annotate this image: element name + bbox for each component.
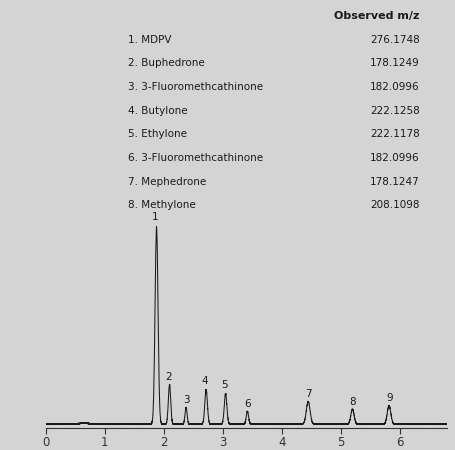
Text: 276.1748: 276.1748 — [369, 35, 419, 45]
Text: 178.1249: 178.1249 — [369, 58, 419, 68]
Text: 208.1098: 208.1098 — [369, 200, 419, 210]
Text: 4: 4 — [201, 377, 208, 387]
Text: 182.0996: 182.0996 — [369, 82, 419, 92]
Text: Observed m/z: Observed m/z — [334, 11, 419, 21]
Text: 3: 3 — [183, 395, 190, 405]
Text: 6. 3-Fluoromethcathinone: 6. 3-Fluoromethcathinone — [127, 153, 262, 163]
Text: 3. 3-Fluoromethcathinone: 3. 3-Fluoromethcathinone — [127, 82, 262, 92]
Text: 8. Methylone: 8. Methylone — [127, 200, 195, 210]
Text: 222.1258: 222.1258 — [369, 106, 419, 116]
Text: 4. Butylone: 4. Butylone — [127, 106, 187, 116]
Text: 178.1247: 178.1247 — [369, 176, 419, 187]
Text: 7. Mephedrone: 7. Mephedrone — [127, 176, 206, 187]
Text: 9. Methedrone: 9. Methedrone — [127, 224, 203, 234]
Text: 2. Buphedrone: 2. Buphedrone — [127, 58, 204, 68]
Text: 194.1198: 194.1198 — [369, 224, 419, 234]
Text: 9: 9 — [385, 393, 392, 403]
Text: 2: 2 — [165, 372, 171, 382]
Text: 5. Ethylone: 5. Ethylone — [127, 130, 186, 140]
Text: 222.1178: 222.1178 — [369, 130, 419, 140]
Text: 5: 5 — [221, 380, 227, 391]
Text: 182.0996: 182.0996 — [369, 153, 419, 163]
Text: 7: 7 — [305, 389, 311, 399]
Text: 1. MDPV: 1. MDPV — [127, 35, 171, 45]
Text: 8: 8 — [349, 397, 355, 407]
Text: 6: 6 — [244, 399, 251, 409]
Text: 1: 1 — [151, 212, 158, 222]
